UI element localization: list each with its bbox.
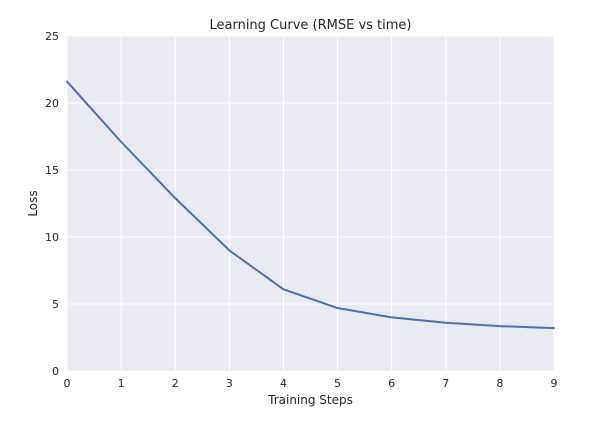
y-tick-labels: 0 5 10 15 20 25 [45, 30, 59, 378]
y-tick-label: 25 [45, 30, 59, 43]
y-tick-label: 10 [45, 231, 59, 244]
y-tick-label: 20 [45, 97, 59, 110]
x-tick-label: 0 [64, 377, 71, 390]
y-tick-label: 0 [52, 365, 59, 378]
y-tick-label: 5 [52, 298, 59, 311]
x-tick-label: 3 [226, 377, 233, 390]
x-tick-label: 8 [496, 377, 503, 390]
x-tick-label: 1 [118, 377, 125, 390]
chart-title: Learning Curve (RMSE vs time) [209, 18, 411, 33]
x-tick-label: 6 [388, 377, 395, 390]
x-tick-label: 4 [280, 377, 287, 390]
x-tick-label: 5 [334, 377, 341, 390]
series-layer [66, 80, 555, 330]
x-tick-label: 9 [551, 377, 558, 390]
x-tick-labels: 0 1 2 3 4 5 6 7 8 9 [64, 377, 558, 390]
x-tick-label: 2 [172, 377, 179, 390]
y-axis-label: Loss [26, 190, 40, 216]
x-axis-label: Training Steps [267, 393, 353, 407]
grid [66, 35, 555, 372]
plot-area [67, 36, 554, 371]
series-line [66, 80, 555, 330]
x-tick-label: 7 [442, 377, 449, 390]
y-tick-label: 15 [45, 164, 59, 177]
